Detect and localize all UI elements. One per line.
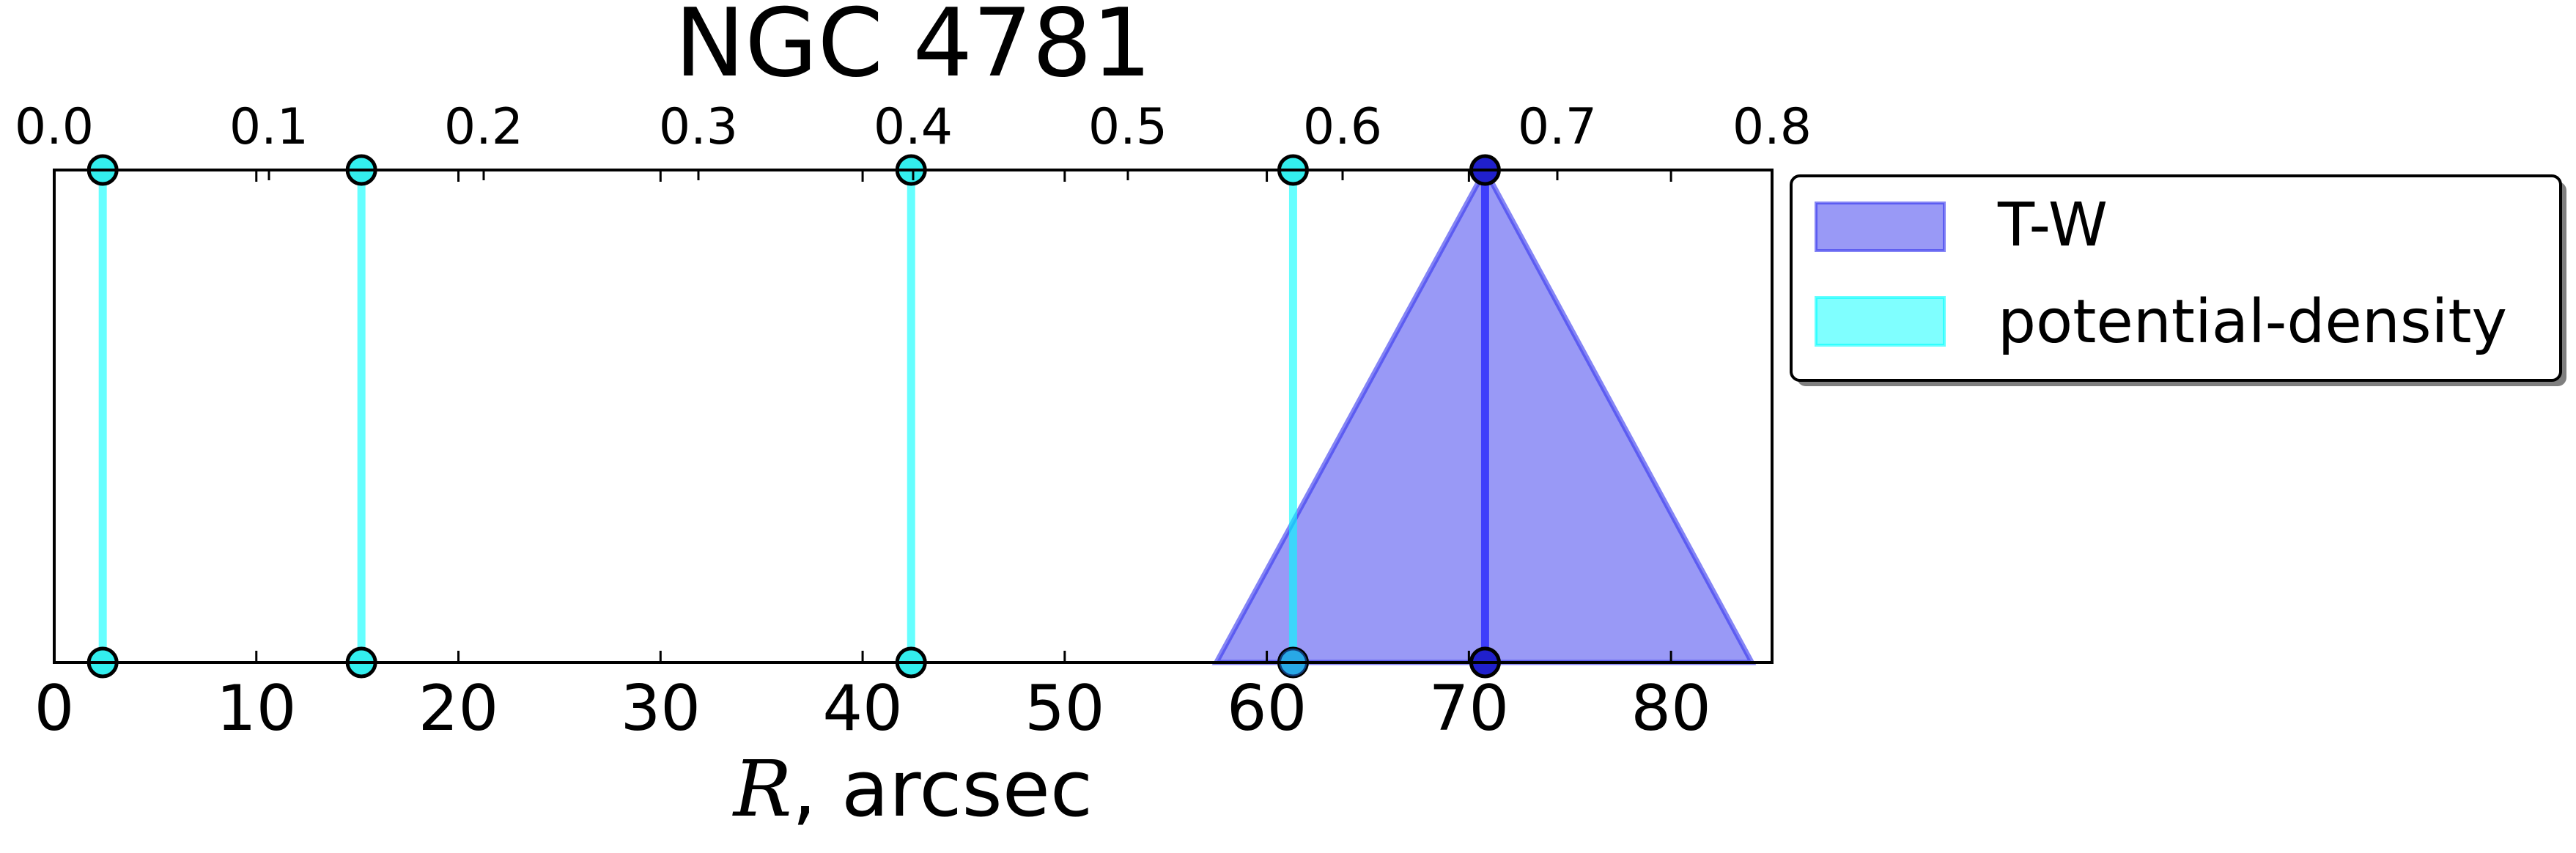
x-tick-label-7: 70 bbox=[1429, 672, 1509, 745]
legend-swatch-t-w bbox=[1815, 202, 1946, 252]
legend-label-t-w: T-W bbox=[1997, 191, 2108, 260]
top-tick-label-1: 0.1 bbox=[229, 98, 309, 156]
top-tick-label-7: 0.7 bbox=[1518, 98, 1597, 156]
top-tick-label-8: 0.8 bbox=[1732, 98, 1812, 156]
x-tick-label-0: 0 bbox=[34, 672, 75, 745]
x-axis-label-symbol: R bbox=[732, 744, 792, 834]
legend-swatch-potential-density bbox=[1815, 296, 1946, 347]
legend: T-W potential-density bbox=[1790, 174, 2566, 386]
top-tick-label-5: 0.5 bbox=[1088, 98, 1167, 156]
chart-title: NGC 4781 bbox=[675, 0, 1152, 98]
x-axis-label-unit: , arcsec bbox=[792, 744, 1093, 834]
x-axis: 0 10 20 30 40 50 60 70 80 bbox=[34, 170, 1711, 745]
x-tick-label-6: 60 bbox=[1227, 672, 1307, 745]
legend-frame bbox=[1790, 174, 2562, 382]
top-axis: 0.0 0.1 0.2 0.3 0.4 0.5 0.6 0.7 0.8 bbox=[15, 98, 1812, 180]
legend-label-potential-density: potential-density bbox=[1998, 287, 2507, 357]
x-tick-label-2: 20 bbox=[418, 672, 498, 745]
plot-area bbox=[53, 154, 1774, 679]
x-axis-label: R, arcsec bbox=[732, 744, 1093, 834]
top-tick-label-4: 0.4 bbox=[874, 98, 953, 156]
x-tick-label-5: 50 bbox=[1025, 672, 1104, 745]
x-tick-label-1: 10 bbox=[216, 672, 296, 745]
x-tick-label-4: 40 bbox=[822, 672, 902, 745]
top-tick-label-6: 0.6 bbox=[1303, 98, 1382, 156]
x-tick-label-3: 30 bbox=[621, 672, 701, 745]
top-tick-label-2: 0.2 bbox=[444, 98, 523, 156]
top-tick-label-0: 0.0 bbox=[15, 98, 94, 156]
x-tick-label-8: 80 bbox=[1631, 672, 1710, 745]
top-tick-label-3: 0.3 bbox=[659, 98, 738, 156]
